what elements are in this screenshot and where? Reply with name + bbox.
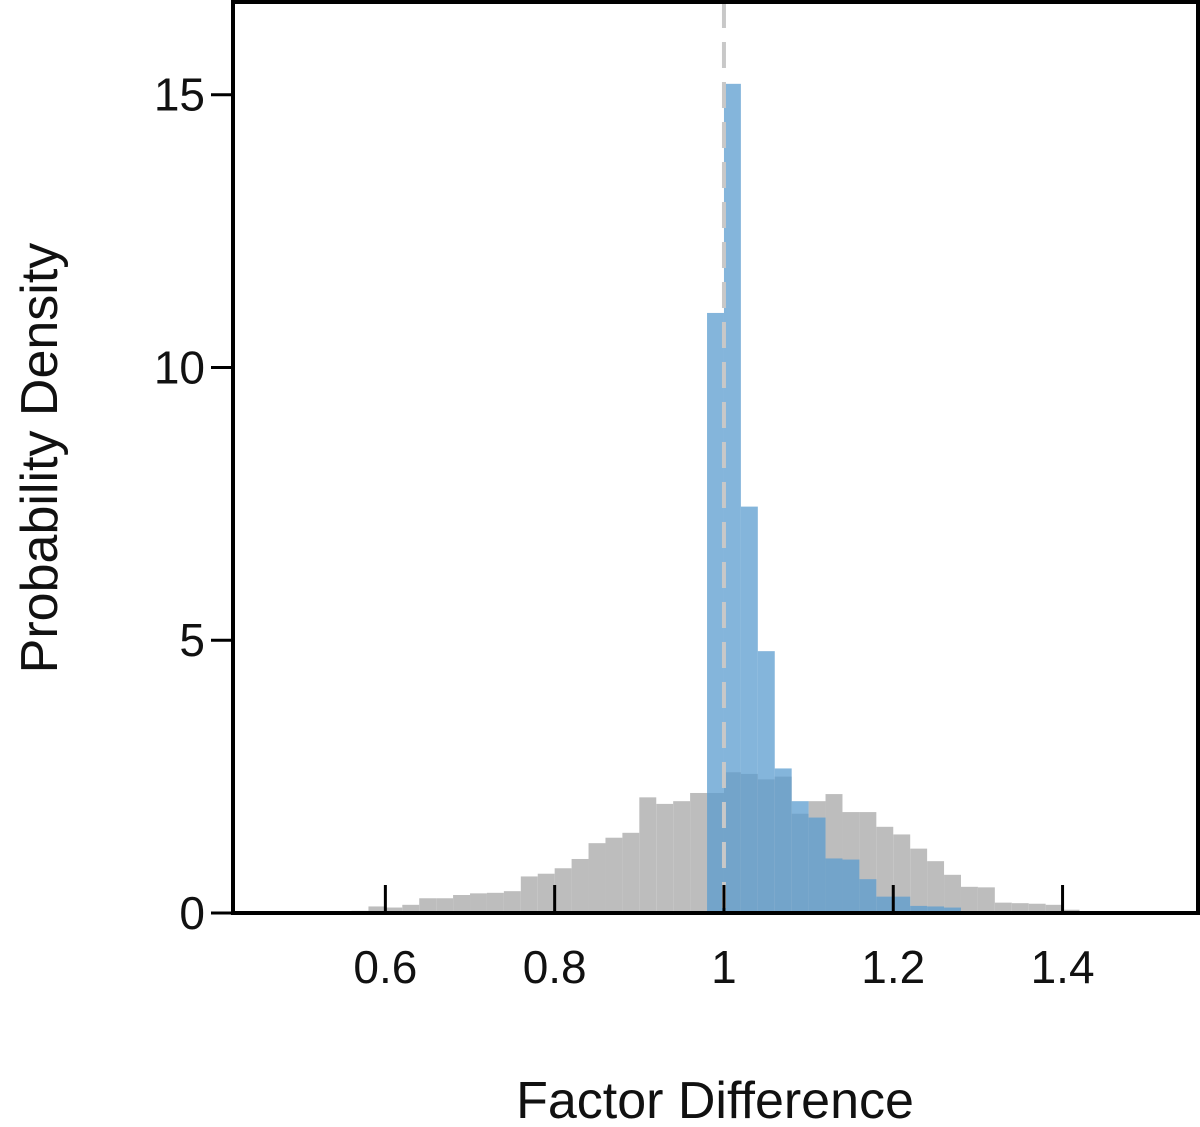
histogram-bar: [825, 858, 843, 913]
histogram-bar: [453, 895, 471, 913]
y-tick-label: 15: [154, 69, 205, 121]
histogram-bar: [588, 843, 606, 913]
histogram-bar: [944, 874, 961, 913]
histogram-bar: [927, 861, 945, 913]
histogram-bar: [723, 83, 741, 913]
histogram-bar: [740, 506, 758, 913]
y-axis-title: Probability Density: [11, 243, 69, 674]
ticks-layer: 0.6 0.8 1 1.2 1.4 0 5 10 15: [154, 69, 1095, 993]
histogram-bar: [994, 902, 1012, 913]
histogram-bar: [622, 832, 640, 913]
histogram-bar: [876, 896, 894, 913]
histogram-bar: [927, 906, 945, 913]
histogram-bar: [977, 887, 995, 913]
y-tick-label: 10: [154, 341, 205, 393]
histogram-bar: [1011, 903, 1029, 913]
histogram-bar: [842, 859, 860, 913]
x-axis-title: Factor Difference: [516, 1072, 914, 1127]
histogram-bar: [774, 768, 792, 913]
x-tick-label: 1.2: [861, 941, 925, 993]
histogram-bar: [503, 891, 521, 913]
x-tick-label: 0.6: [353, 941, 417, 993]
histogram-bar: [470, 893, 487, 913]
histogram-bar: [757, 651, 775, 913]
histogram-bar: [910, 848, 928, 913]
histogram-bar: [944, 907, 961, 913]
histogram-bar: [385, 907, 403, 913]
histogram-bar: [876, 826, 894, 913]
histogram-bar: [791, 801, 809, 913]
histogram-bar: [520, 876, 538, 913]
histogram-bar: [673, 801, 691, 913]
histogram-bar: [436, 898, 454, 913]
y-tick-label: 0: [179, 887, 205, 939]
histogram-bar: [656, 803, 674, 913]
histogram-bar: [554, 868, 572, 913]
histogram-bar: [639, 797, 657, 913]
histogram-bar: [707, 312, 724, 913]
plot-frame: [231, 0, 1200, 915]
histogram-bar: [537, 873, 555, 913]
histogram-bar: [910, 905, 928, 913]
histogram-bar: [571, 858, 589, 913]
histogram-bar: [368, 906, 386, 913]
x-tick-label: 0.8: [523, 941, 587, 993]
histogram-bar: [1045, 904, 1063, 913]
histogram-bar: [605, 837, 623, 913]
x-tick-label: 1: [711, 941, 737, 993]
bars-layer: [334, 83, 1097, 913]
histogram-bar: [402, 904, 420, 913]
histogram-bar: [419, 898, 437, 913]
histogram-bar: [893, 896, 911, 913]
histogram-bar: [690, 792, 708, 913]
histogram-bar: [893, 834, 911, 913]
histogram-bar: [960, 886, 978, 913]
histogram-bar: [808, 817, 826, 913]
histogram-bar: [486, 892, 504, 913]
x-tick-label: 1.4: [1031, 941, 1095, 993]
y-tick-label: 5: [179, 614, 205, 666]
histogram-bar: [1028, 903, 1046, 913]
histogram-bar: [859, 879, 877, 913]
